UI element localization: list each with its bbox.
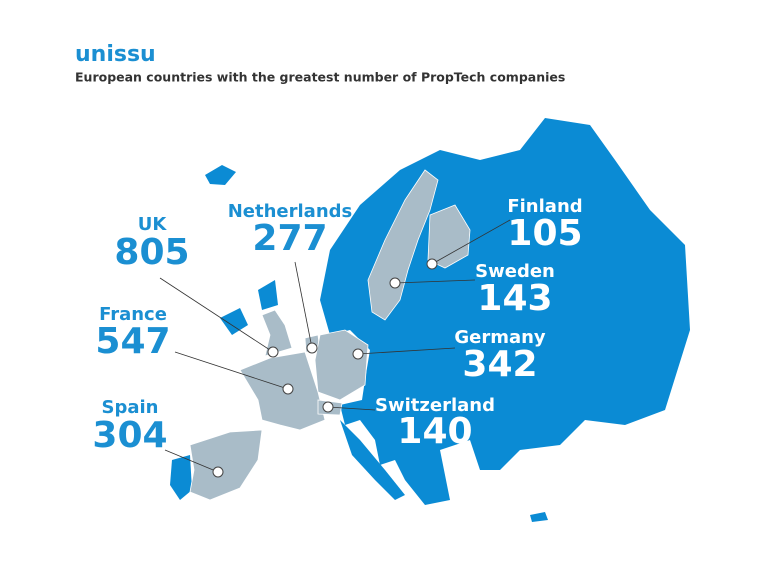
land-blue bbox=[205, 165, 236, 185]
land-blue bbox=[258, 280, 278, 310]
country-value: 805 bbox=[114, 232, 189, 273]
country-value: 140 bbox=[397, 411, 472, 452]
country-value: 342 bbox=[462, 344, 537, 385]
country-name: UK bbox=[138, 214, 168, 235]
marker-dot bbox=[322, 401, 334, 413]
logo: unissu bbox=[75, 42, 156, 67]
land-gray bbox=[314, 329, 369, 401]
marker-dot bbox=[282, 383, 294, 395]
country-value: 547 bbox=[95, 321, 170, 362]
landmass bbox=[170, 118, 690, 522]
land-gray bbox=[367, 169, 439, 321]
country-name: Netherlands bbox=[228, 201, 353, 222]
marker-dot bbox=[352, 348, 364, 360]
country-value: 143 bbox=[477, 278, 552, 319]
country-value: 105 bbox=[507, 213, 582, 254]
marker-dot bbox=[267, 346, 279, 358]
leader-line bbox=[294, 261, 313, 349]
leader-line bbox=[394, 279, 476, 284]
land-gray bbox=[427, 204, 471, 269]
country-name: Sweden bbox=[475, 261, 555, 282]
marker-dot bbox=[426, 258, 438, 270]
country-value: 304 bbox=[92, 415, 167, 456]
land-blue bbox=[170, 455, 192, 500]
country-name: Germany bbox=[454, 327, 546, 348]
leader-line bbox=[174, 351, 289, 390]
land-gray bbox=[189, 429, 263, 501]
country-name: France bbox=[99, 304, 167, 325]
leader-line bbox=[159, 277, 274, 353]
land-blue bbox=[530, 512, 548, 522]
leader-line bbox=[164, 449, 219, 473]
land-gray bbox=[261, 309, 293, 357]
country-name: Finland bbox=[507, 196, 582, 217]
leader-line bbox=[357, 347, 456, 355]
country-name: Switzerland bbox=[375, 395, 495, 416]
marker-dot bbox=[212, 466, 224, 478]
leader-line bbox=[431, 219, 511, 265]
marker-dot bbox=[306, 342, 318, 354]
country-value: 277 bbox=[252, 218, 327, 259]
land-blue bbox=[340, 420, 405, 500]
land-gray bbox=[239, 351, 326, 431]
land-blue bbox=[220, 308, 248, 335]
leader-line bbox=[327, 406, 376, 411]
country-name: Spain bbox=[102, 397, 159, 418]
title: European countries with the greatest num… bbox=[75, 70, 565, 85]
marker-dot bbox=[389, 277, 401, 289]
